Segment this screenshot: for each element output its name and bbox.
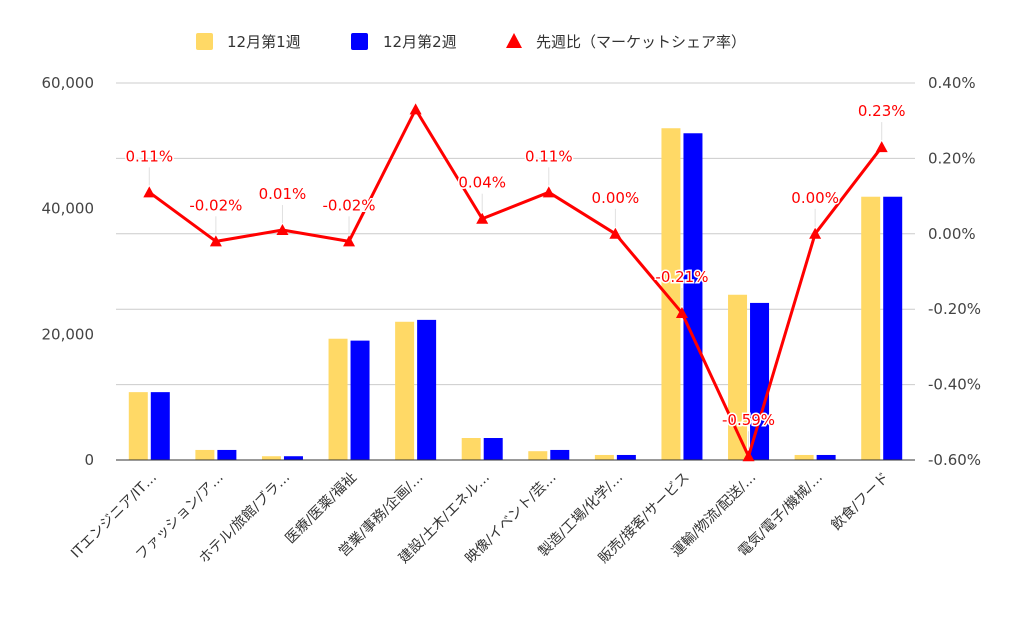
- bar-1-4: [395, 321, 415, 460]
- bar-1-6: [528, 451, 548, 460]
- bar-1-2: [261, 456, 281, 460]
- line-point-marker: [875, 141, 888, 153]
- legend-swatch-week2: [351, 33, 368, 50]
- bar-2-9: [750, 302, 770, 460]
- data-label: 0.00%: [592, 189, 640, 207]
- bar-1-11: [861, 196, 881, 460]
- bar-2-6: [550, 449, 570, 460]
- line-point-marker: [809, 227, 822, 239]
- data-label: 0.23%: [858, 102, 906, 120]
- bar-1-9: [728, 294, 748, 460]
- line-point-marker: [742, 450, 755, 462]
- bar-2-7: [616, 454, 636, 460]
- bar-2-11: [883, 196, 903, 460]
- line-series: [143, 103, 888, 462]
- data-label: -0.02%: [323, 196, 376, 214]
- market-share-line: [148, 107, 883, 458]
- legend-marker-share: [506, 33, 522, 48]
- bar-2-3: [350, 340, 370, 460]
- right-tick-label: -0.60%: [928, 451, 981, 469]
- bar-2-10: [816, 454, 836, 460]
- data-label: -0.02%: [189, 196, 242, 214]
- data-label: 0.11%: [525, 147, 573, 165]
- left-tick-label: 20,000: [42, 325, 95, 343]
- bar-1-7: [594, 454, 614, 460]
- bar-1-8: [661, 128, 681, 461]
- category-labels: ITエンジニア/IT…ファッション/ア…ホテル/旅館/ブラ…医療/医薬/福祉営業…: [68, 469, 892, 567]
- bar-2-2: [283, 456, 303, 460]
- right-tick-label: -0.20%: [928, 300, 981, 318]
- right-tick-label: 0.00%: [928, 225, 976, 243]
- category-label: 飲食/フード: [828, 469, 893, 534]
- gridlines: [116, 82, 915, 386]
- right-tick-label: -0.40%: [928, 376, 981, 394]
- right-tick-label: 0.20%: [928, 149, 976, 167]
- left-tick-label: 0: [84, 451, 94, 469]
- bar-2-4: [417, 319, 437, 460]
- bar-2-8: [683, 133, 703, 460]
- left-axis: 0 20,000 40,000 60,000: [42, 74, 95, 469]
- bar-2-1: [217, 449, 237, 460]
- legend-label-week1: 12月第1週: [227, 33, 301, 51]
- right-axis: -0.60% -0.40% -0.20% 0.00% 0.20% 0.40%: [928, 74, 981, 469]
- data-label: 0.11%: [125, 147, 173, 165]
- legend: 12月第1週 12月第2週 先週比（マーケットシェア率）: [196, 33, 746, 51]
- left-tick-label: 60,000: [42, 74, 95, 92]
- line-point-marker: [143, 186, 156, 198]
- left-tick-label: 40,000: [42, 200, 95, 218]
- line-point-marker: [209, 235, 222, 247]
- bar-1-3: [328, 338, 348, 460]
- legend-label-week2: 12月第2週: [383, 33, 457, 51]
- bar-2-5: [483, 438, 503, 460]
- data-label: -0.21%: [655, 268, 708, 286]
- legend-label-share: 先週比（マーケットシェア率）: [536, 33, 746, 51]
- bar-2-0: [150, 392, 170, 460]
- bar-1-10: [794, 454, 814, 460]
- legend-swatch-week1: [196, 33, 213, 50]
- line-point-marker: [409, 103, 422, 115]
- bar-series: [128, 128, 903, 461]
- data-label: 0.04%: [458, 174, 506, 192]
- bar-1-5: [461, 438, 481, 460]
- bar-1-0: [128, 392, 148, 460]
- data-label: 0.01%: [259, 185, 307, 203]
- bar-1-1: [195, 449, 215, 460]
- data-label: -0.59%: [722, 411, 775, 429]
- line-point-marker: [276, 224, 289, 236]
- data-labels: 0.11% -0.02% 0.01% -0.02% 0.04% 0.11% 0.00% -0.…: [124, 101, 907, 450]
- right-tick-label: 0.40%: [928, 74, 976, 92]
- line-point-marker: [609, 227, 622, 239]
- line-point-marker: [343, 235, 356, 247]
- data-label: 0.00%: [791, 189, 839, 207]
- line-point-marker: [675, 306, 688, 318]
- line-point-marker: [476, 212, 489, 224]
- line-point-marker: [542, 186, 555, 198]
